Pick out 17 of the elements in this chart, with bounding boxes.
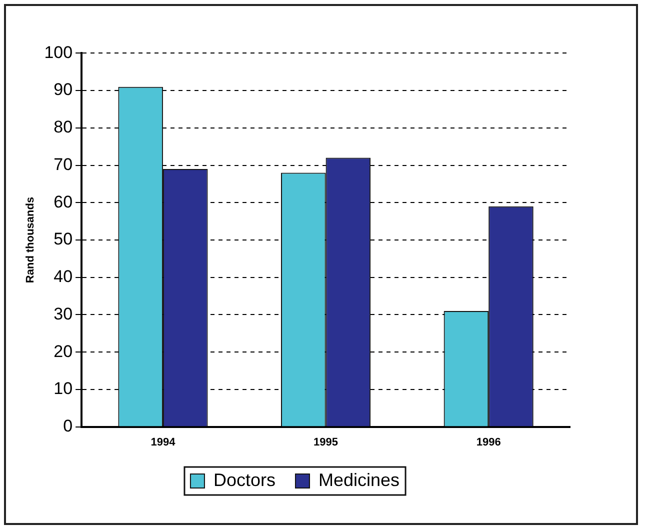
legend-label: Doctors	[213, 470, 276, 490]
legend-label: Medicines	[318, 470, 400, 490]
y-tick-label: 50	[54, 230, 73, 249]
y-tick-label: 60	[54, 192, 73, 212]
y-tick-label: 80	[54, 118, 73, 137]
y-tick-label: 0	[63, 416, 73, 436]
y-tick-label: 100	[44, 42, 73, 62]
y-tick-label: 10	[54, 379, 73, 398]
x-tick-label: 1995	[314, 436, 338, 448]
y-tick-label: 30	[54, 304, 73, 324]
x-tick-label: 1996	[476, 436, 501, 448]
x-tick-label: 1994	[150, 436, 176, 448]
y-tick-label: 70	[54, 154, 73, 174]
y-axis-title: Rand thousands	[24, 196, 37, 284]
y-tick-label: 40	[54, 267, 73, 286]
y-tick-label: 90	[54, 80, 73, 100]
y-tick-label: 20	[54, 342, 73, 361]
